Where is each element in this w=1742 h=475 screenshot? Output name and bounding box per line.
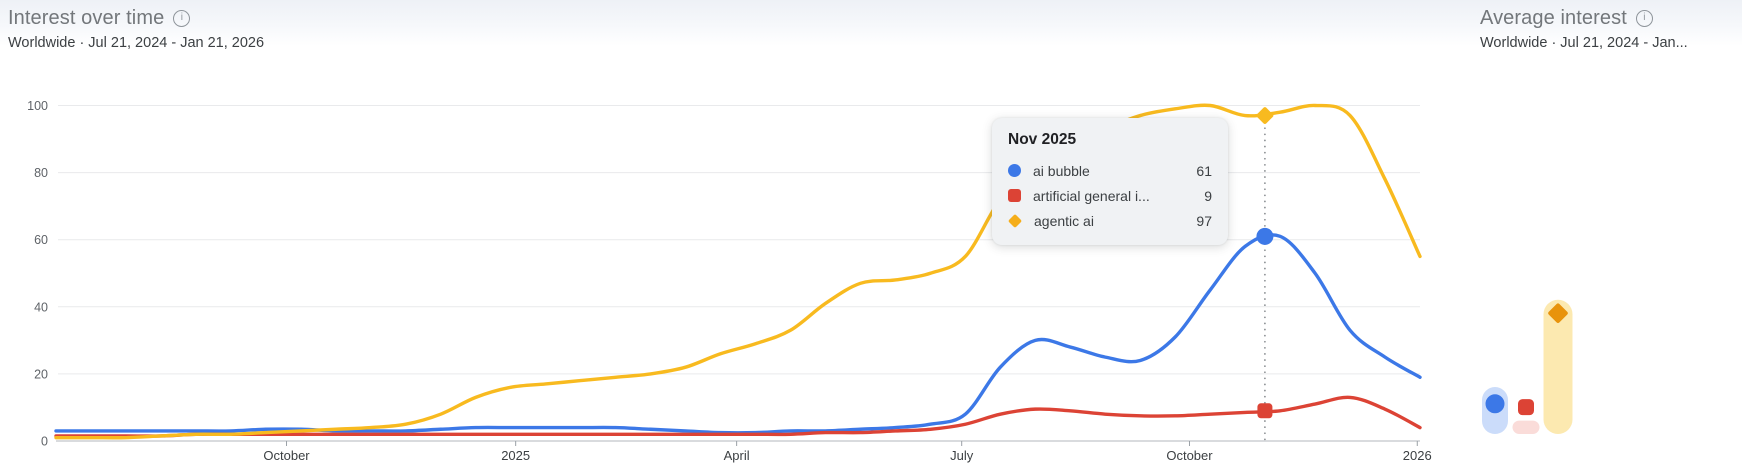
info-icon[interactable]: i	[1635, 9, 1653, 27]
hover-marker-circle	[1256, 227, 1274, 245]
hover-marker-diamond	[1256, 107, 1274, 124]
page-title: Interest over time	[8, 6, 165, 29]
y-axis-label-20: 20	[34, 367, 48, 381]
tooltip-date: Nov 2025	[1008, 131, 1077, 148]
y-axis-label-60: 60	[34, 233, 48, 247]
header-subtitle: Worldwide · Jul 21, 2024 - Jan 21, 2026	[8, 35, 265, 51]
x-axis-label-2026: 2026	[1403, 448, 1432, 463]
tooltip-row-artificial-general-i: artificial general i... 9	[1008, 183, 1212, 208]
tooltip-row-ai-bubble: ai bubble 61	[1008, 158, 1212, 183]
average-header-subtitle: Worldwide · Jul 21, 2024 - Jan...	[1480, 35, 1688, 51]
x-axis-label-april: April	[724, 448, 750, 463]
circle-series-swatch-icon	[1008, 164, 1021, 177]
average-marker-diamond	[1548, 303, 1568, 323]
average-bar-artificial-general-intelligence	[1512, 420, 1540, 434]
tooltip-series-label: agentic ai	[1034, 212, 1094, 229]
chart-tooltip: Nov 2025 ai bubble 61 artificial general i…	[992, 118, 1228, 245]
tooltip-row-agentic-ai: agentic ai 97	[1007, 208, 1212, 233]
average-marker-circle	[1485, 394, 1505, 414]
header-gradient-band	[0, 0, 1742, 46]
diamond-series-swatch-icon	[1007, 213, 1023, 228]
tooltip-series-label: ai bubble	[1033, 162, 1090, 179]
info-icon[interactable]: i	[173, 9, 191, 27]
y-axis-label-0: 0	[41, 435, 48, 449]
tooltip-series-label: artificial general i...	[1033, 187, 1150, 204]
average-interest-title: Average interest	[1480, 6, 1627, 29]
y-axis-label-40: 40	[34, 300, 48, 314]
series-line-ai-bubble	[54, 233, 1422, 435]
series-line-artificial-general-intelligence	[54, 395, 1422, 438]
series-line-agentic-ai	[54, 103, 1422, 440]
y-axis-label-100: 100	[27, 99, 48, 113]
x-axis-label-october: October	[263, 448, 310, 463]
x-axis-label-july: July	[950, 448, 974, 463]
tooltip-series-value: 97	[1196, 212, 1212, 229]
square-series-swatch-icon	[1008, 189, 1021, 202]
tooltip-rows: ai bubble 61 artificial general i... 9 agent…	[1007, 158, 1212, 233]
interest-over-time-header: Interest over time i Worldwide · Jul 21,…	[8, 0, 265, 52]
average-bar-agentic-ai	[1543, 299, 1573, 434]
tooltip-series-value: 9	[1204, 187, 1212, 204]
hover-marker-square	[1257, 403, 1273, 419]
x-axis-label-2025: 2025	[501, 448, 530, 463]
average-marker-square	[1518, 399, 1534, 416]
average-interest-header: Average interest i Worldwide · Jul 21, 2…	[1480, 0, 1742, 52]
y-axis-label-80: 80	[34, 166, 48, 180]
tooltip-series-value: 61	[1196, 162, 1212, 179]
x-axis-label-october: October	[1166, 448, 1213, 463]
